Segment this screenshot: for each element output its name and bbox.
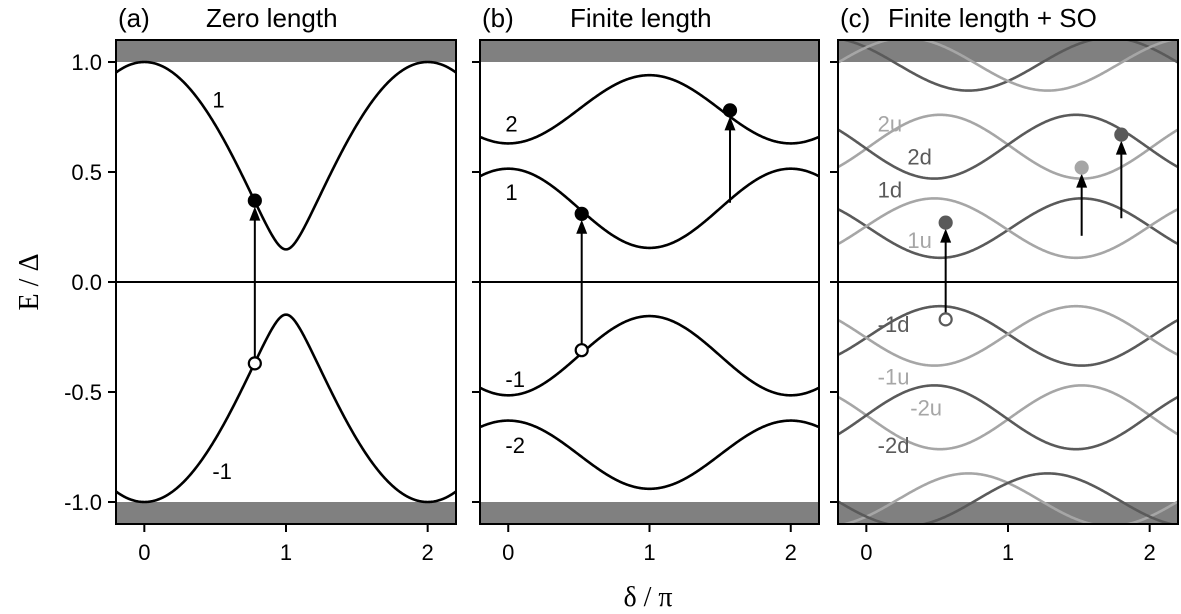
- series-label-1: 1: [212, 87, 224, 112]
- data-point-1: [247, 193, 262, 208]
- data-point-4: [1114, 127, 1129, 142]
- data-point-2: [938, 312, 953, 327]
- series-line--1: [116, 313, 456, 504]
- panel-title: Finite length + SO: [888, 3, 1097, 33]
- gap-band-bottom: [116, 502, 456, 524]
- x-tick-label: 2: [1144, 540, 1156, 565]
- series-label--2u: -2u: [910, 395, 942, 420]
- gap-band-top: [480, 40, 819, 62]
- series-label-2d: 2d: [907, 145, 931, 170]
- series-line--2d: [838, 384, 1178, 451]
- series-label--2: -2: [505, 433, 525, 458]
- series-line--1: [480, 314, 819, 397]
- series-line-1: [480, 167, 819, 250]
- y-tick-label: 0.0: [71, 270, 102, 295]
- series-line-1u: [838, 197, 1178, 260]
- panel-title: Zero length: [206, 3, 338, 33]
- y-tick-label: -0.5: [64, 380, 102, 405]
- x-tick-label: 2: [785, 540, 797, 565]
- gap-band-top: [116, 40, 456, 62]
- series-label--2d: -2d: [878, 433, 910, 458]
- series-label-2u: 2u: [878, 112, 902, 137]
- data-point-1: [574, 206, 589, 221]
- panel-2: 2 1 -1 -2 0 1 2 (b) Finite length: [472, 3, 820, 565]
- data-point-1: [938, 215, 953, 230]
- data-point-3: [1074, 160, 1089, 175]
- panel-1: 1 -1 0 1 2 -1.0 -0.5 0.0 0.5 1.0 (a) Zero length: [64, 3, 457, 565]
- plot-area: [480, 40, 819, 524]
- series-line--2: [480, 419, 819, 491]
- plot-area: [116, 40, 456, 524]
- gap-band-top: [838, 40, 1178, 62]
- arrow-head-1: [249, 206, 261, 221]
- x-tick-label: 0: [502, 540, 514, 565]
- panel-title: Finite length: [570, 3, 712, 33]
- x-axis-label: δ / π: [623, 582, 672, 613]
- gap-band-bottom: [480, 502, 819, 524]
- arrow-head-2: [724, 116, 736, 131]
- arrow-head-1: [576, 219, 588, 234]
- series-label--1u: -1u: [878, 365, 910, 390]
- plot-area: [838, 40, 1178, 524]
- data-point-3: [722, 103, 738, 118]
- series-line--1u: [838, 304, 1178, 367]
- series-label-1u: 1u: [907, 228, 931, 253]
- gap-band-bottom: [838, 502, 1178, 524]
- x-tick-label: 1: [280, 540, 292, 565]
- panel-label: (c): [840, 3, 870, 33]
- x-tick-label: 1: [643, 540, 655, 565]
- series-line-2: [480, 73, 819, 145]
- arrow-head-2: [1076, 173, 1088, 188]
- arrow-head-1: [940, 228, 952, 243]
- series-line-3u: [838, 40, 1178, 92]
- x-tick-label: 2: [422, 540, 434, 565]
- panel-label: (a): [118, 3, 150, 33]
- y-tick-label: -1.0: [64, 490, 102, 515]
- series-line-1d: [838, 197, 1178, 260]
- series-label--1d: -1d: [878, 312, 910, 337]
- y-tick-label: 1.0: [71, 50, 102, 75]
- data-point-2: [247, 356, 262, 371]
- series-label-2: 2: [505, 112, 517, 137]
- arrow-head-3: [1115, 140, 1127, 155]
- y-tick-label: 0.5: [71, 160, 102, 185]
- data-point-2: [574, 343, 589, 358]
- series-label-1: 1: [505, 180, 517, 205]
- series-label--1: -1: [505, 367, 525, 392]
- series-line--3d: [838, 472, 1178, 524]
- series-label--1: -1: [212, 459, 232, 484]
- x-tick-label: 1: [1002, 540, 1014, 565]
- y-axis-label: E / Δ: [14, 254, 45, 311]
- series-label-1d: 1d: [878, 178, 902, 203]
- series-line-1: [116, 60, 456, 251]
- x-tick-label: 0: [138, 540, 150, 565]
- panel-label: (b): [482, 3, 514, 33]
- x-tick-label: 0: [860, 540, 872, 565]
